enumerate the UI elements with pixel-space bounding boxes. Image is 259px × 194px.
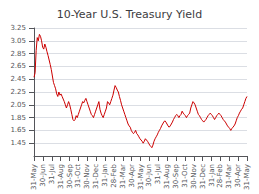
- svg-text:30-Nov: 30-Nov: [83, 164, 91, 189]
- svg-text:31-Jul: 31-Jul: [154, 164, 162, 184]
- svg-text:1.85: 1.85: [10, 114, 26, 122]
- svg-text:31-Jan: 31-Jan: [208, 164, 216, 187]
- svg-text:31-Mar: 31-Mar: [119, 164, 127, 189]
- svg-text:31-Oct: 31-Oct: [74, 164, 82, 188]
- svg-text:31-Oct: 31-Oct: [181, 164, 189, 188]
- svg-text:3.25: 3.25: [10, 24, 26, 32]
- svg-text:2.25: 2.25: [10, 88, 26, 96]
- svg-text:31-May: 31-May: [30, 164, 38, 190]
- svg-text:31-Mar: 31-Mar: [225, 164, 233, 189]
- svg-text:28-Feb: 28-Feb: [216, 163, 224, 187]
- svg-text:30-Apr: 30-Apr: [234, 164, 242, 188]
- svg-text:2.05: 2.05: [10, 101, 26, 109]
- svg-text:31-Dec: 31-Dec: [92, 164, 100, 189]
- svg-text:31-May: 31-May: [243, 164, 251, 190]
- svg-text:1.45: 1.45: [10, 139, 26, 147]
- svg-text:10-Year U.S. Treasury Yield: 10-Year U.S. Treasury Yield: [57, 8, 202, 21]
- svg-text:31-Aug: 31-Aug: [163, 164, 171, 189]
- svg-text:1.65: 1.65: [10, 126, 26, 134]
- svg-text:31-Jul: 31-Jul: [48, 164, 56, 184]
- svg-text:2.65: 2.65: [10, 62, 26, 70]
- svg-text:2.45: 2.45: [10, 75, 26, 83]
- svg-text:30-Jun: 30-Jun: [145, 164, 153, 187]
- svg-text:30-Jun: 30-Jun: [39, 164, 47, 187]
- svg-text:30-Sep: 30-Sep: [66, 163, 74, 188]
- svg-text:31-May: 31-May: [137, 164, 145, 190]
- svg-text:28-Feb: 28-Feb: [110, 163, 118, 187]
- svg-text:31-Jan: 31-Jan: [101, 164, 109, 187]
- svg-text:30-Nov: 30-Nov: [190, 164, 198, 189]
- svg-text:31-Aug: 31-Aug: [57, 164, 65, 189]
- svg-text:3.05: 3.05: [10, 37, 26, 45]
- svg-text:2.85: 2.85: [10, 50, 26, 58]
- svg-text:30-Apr: 30-Apr: [128, 164, 136, 188]
- svg-text:30-Sep: 30-Sep: [172, 163, 180, 188]
- svg-text:31-Dec: 31-Dec: [199, 164, 207, 189]
